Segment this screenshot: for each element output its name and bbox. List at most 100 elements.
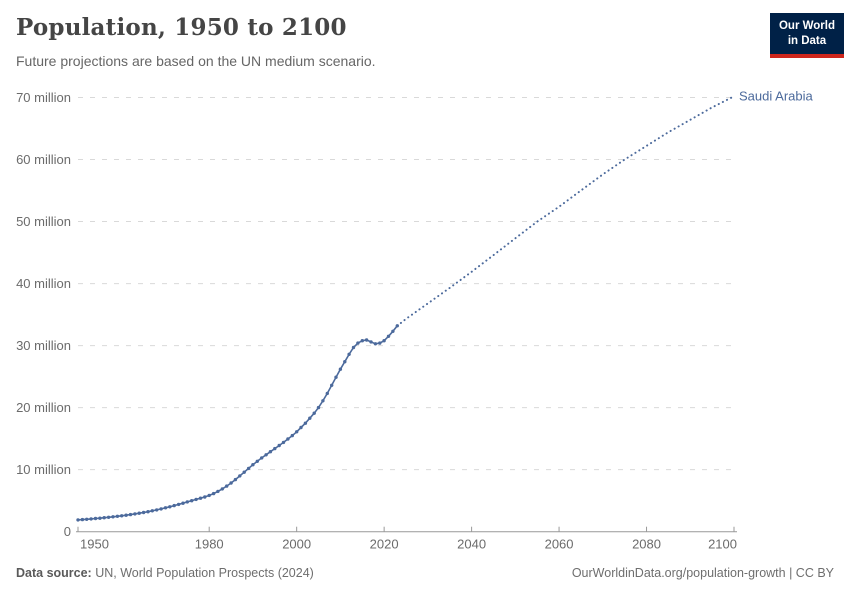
history-marker: [316, 405, 321, 410]
history-marker: [391, 329, 395, 333]
history-marker: [124, 513, 128, 517]
y-tick-label: 20 million: [16, 400, 71, 415]
history-marker: [216, 489, 220, 494]
history-marker: [369, 340, 373, 344]
owid-logo[interactable]: Our World in Data: [769, 13, 844, 58]
x-tick-label: 1980: [195, 537, 224, 552]
history-marker: [260, 456, 264, 460]
history-marker: [111, 515, 115, 519]
history-marker: [128, 512, 133, 517]
x-tick-label: 2060: [545, 537, 574, 552]
x-tick-label: 2040: [457, 537, 486, 552]
history-marker: [233, 477, 238, 482]
y-tick-label: 0: [64, 524, 71, 539]
history-marker: [330, 383, 334, 387]
history-marker: [255, 459, 259, 463]
history-marker: [211, 491, 216, 496]
history-marker: [155, 508, 159, 512]
history-marker: [93, 516, 98, 521]
data-source-text: UN, World Population Prospects (2024): [91, 566, 314, 580]
y-tick-label: 50 million: [16, 214, 71, 229]
history-marker: [378, 341, 382, 345]
history-marker: [137, 511, 141, 515]
history-marker: [343, 360, 347, 364]
history-marker: [238, 474, 242, 478]
data-source-label: Data source:: [16, 566, 92, 580]
history-marker: [351, 345, 356, 350]
history-marker: [273, 446, 277, 451]
history-marker: [251, 463, 255, 467]
y-tick-label: 60 million: [16, 152, 71, 167]
x-tick-label: 2020: [370, 537, 399, 552]
series-end-label: Saudi Arabia: [739, 88, 813, 103]
history-marker: [373, 342, 378, 346]
history-marker: [360, 339, 364, 343]
history-marker: [281, 440, 286, 445]
y-tick-label: 70 million: [16, 90, 71, 105]
history-marker: [347, 352, 351, 356]
history-marker: [106, 515, 111, 519]
history-marker: [176, 502, 181, 507]
history-marker: [338, 367, 343, 371]
history-marker: [115, 514, 120, 518]
history-marker: [98, 516, 102, 520]
history-marker: [242, 470, 246, 474]
history-marker: [312, 411, 316, 415]
history-marker: [286, 437, 290, 441]
history-marker: [150, 509, 154, 513]
history-marker: [141, 510, 146, 515]
y-tick-label: 40 million: [16, 276, 71, 291]
history-marker: [89, 517, 93, 521]
owid-logo-line2: in Data: [787, 34, 827, 47]
history-marker: [172, 503, 176, 508]
owid-logo-line1: Our World: [778, 20, 835, 32]
history-marker: [120, 514, 124, 518]
history-marker: [268, 450, 273, 454]
history-marker: [80, 517, 85, 522]
history-marker: [190, 499, 194, 503]
history-marker: [308, 416, 312, 420]
projection-line: [396, 95, 735, 327]
history-marker: [181, 501, 185, 505]
history-marker: [334, 375, 338, 379]
history-marker: [102, 516, 106, 520]
y-tick-label: 30 million: [16, 338, 71, 353]
history-marker: [325, 391, 329, 396]
history-marker: [299, 425, 303, 430]
history-marker: [163, 506, 168, 510]
history-marker: [220, 487, 224, 491]
history-marker: [264, 453, 268, 457]
history-marker: [303, 421, 308, 425]
x-tick-label: 2100: [708, 537, 737, 552]
history-marker: [159, 507, 163, 511]
history-marker: [229, 481, 233, 485]
history-marker: [364, 338, 369, 342]
history-marker: [382, 339, 386, 343]
history-marker: [295, 430, 299, 434]
history-marker: [277, 443, 281, 448]
history-marker: [85, 517, 89, 521]
history-marker: [356, 341, 360, 345]
data-source-note: Data source: UN, World Population Prospe…: [16, 566, 314, 580]
chart-subtitle: Future projections are based on the UN m…: [16, 53, 376, 69]
history-marker: [386, 334, 391, 338]
history-marker: [133, 512, 137, 516]
history-marker: [198, 496, 203, 500]
history-marker: [76, 518, 80, 522]
history-marker: [246, 466, 251, 471]
owid-url-link[interactable]: OurWorldinData.org/population-growth | C…: [571, 566, 834, 580]
chart-footer: Data source: UN, World Population Prospe…: [16, 566, 834, 580]
chart-title: Population, 1950 to 2100: [16, 14, 347, 41]
x-tick-label: 1950: [80, 537, 109, 552]
x-tick-label: 2000: [282, 537, 311, 552]
history-marker: [290, 433, 294, 438]
history-marker: [207, 493, 211, 498]
history-marker: [321, 399, 325, 403]
history-marker: [185, 500, 189, 504]
history-marker: [225, 484, 229, 488]
history-marker: [168, 505, 172, 509]
x-tick-label: 2080: [632, 537, 661, 552]
history-marker: [146, 510, 150, 514]
y-tick-label: 10 million: [16, 462, 71, 477]
